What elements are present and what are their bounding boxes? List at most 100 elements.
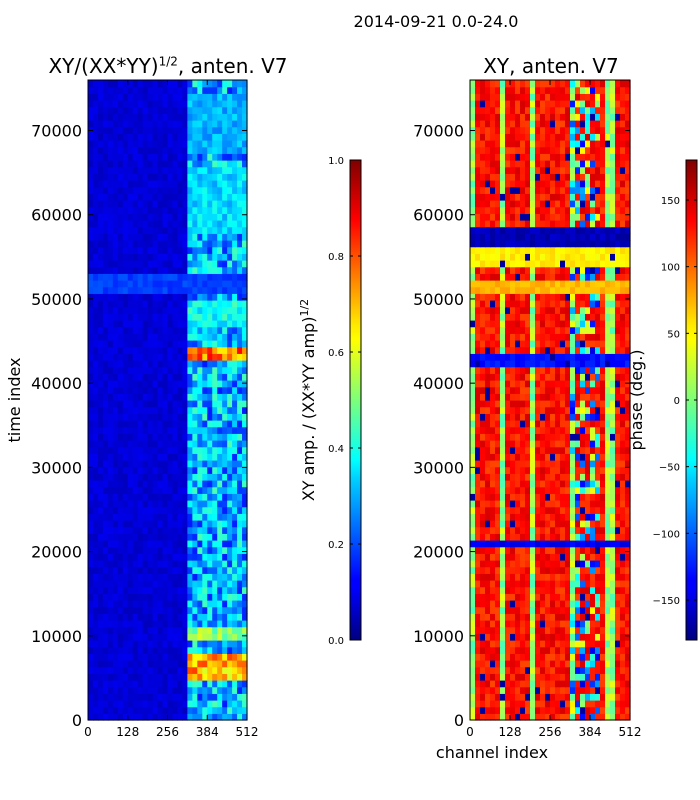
heatmap-cell xyxy=(137,673,144,681)
heatmap-cell xyxy=(202,353,208,361)
heatmap-cell xyxy=(625,666,631,674)
heatmap-cell xyxy=(162,506,169,514)
heatmap-cell xyxy=(625,553,631,561)
heatmap-cell xyxy=(202,540,208,548)
heatmap-cell xyxy=(157,493,164,501)
heatmap-cell xyxy=(585,586,591,594)
heatmap-cell xyxy=(530,553,536,561)
heatmap-cell xyxy=(227,246,233,254)
heatmap-cell xyxy=(92,386,99,394)
heatmap-cell xyxy=(207,513,213,521)
heatmap-cell xyxy=(182,326,188,334)
heatmap-cell xyxy=(212,80,218,88)
heatmap-cell xyxy=(595,440,601,448)
heatmap-cell xyxy=(560,560,566,568)
heatmap-cell xyxy=(545,613,551,621)
heatmap-cell xyxy=(585,673,591,681)
heatmap-cell xyxy=(88,620,94,628)
heatmap-cell xyxy=(545,360,551,368)
heatmap-cell xyxy=(475,366,481,374)
heatmap-cell xyxy=(520,646,526,654)
heatmap-cell xyxy=(222,260,228,268)
heatmap-cell xyxy=(137,580,144,588)
heatmap-cell xyxy=(585,646,591,654)
heatmap-cell xyxy=(242,166,248,174)
heatmap-cell xyxy=(177,620,184,628)
heatmap-cell xyxy=(202,260,208,268)
heatmap-cell xyxy=(127,460,134,468)
heatmap-cell xyxy=(222,106,228,114)
heatmap-cell xyxy=(132,686,139,694)
heatmap-cell xyxy=(162,553,169,561)
heatmap-cell xyxy=(88,680,94,688)
heatmap-cell xyxy=(132,460,139,468)
heatmap-cell xyxy=(167,406,174,414)
heatmap-cell xyxy=(575,713,581,721)
heatmap-cell xyxy=(500,533,506,541)
heatmap-cell xyxy=(575,466,581,474)
heatmap-cell xyxy=(107,133,114,141)
heatmap-cell xyxy=(217,280,223,288)
heatmap-cell xyxy=(560,533,566,541)
heatmap-cell xyxy=(475,513,481,521)
heatmap-cell xyxy=(590,360,596,368)
heatmap-cell xyxy=(242,333,248,341)
heatmap-cell xyxy=(117,260,124,268)
heatmap-cell xyxy=(157,486,164,494)
heatmap-cell xyxy=(152,566,159,574)
heatmap-cell xyxy=(490,346,496,354)
heatmap-cell xyxy=(500,660,506,668)
heatmap-cell xyxy=(540,520,546,528)
heatmap-cell xyxy=(112,313,119,321)
heatmap-cell xyxy=(232,180,238,188)
heatmap-cell xyxy=(610,446,616,454)
heatmap-cell xyxy=(605,586,611,594)
heatmap-cell xyxy=(217,580,223,588)
heatmap-cell xyxy=(207,113,213,121)
heatmap-cell xyxy=(157,206,164,214)
heatmap-cell xyxy=(585,366,591,374)
heatmap-cell xyxy=(580,360,586,368)
heatmap-cell xyxy=(227,653,233,661)
heatmap-cell xyxy=(88,393,94,401)
heatmap-cell xyxy=(585,453,591,461)
heatmap-cell xyxy=(505,420,511,428)
heatmap-cell xyxy=(107,573,114,581)
heatmap-cell xyxy=(560,686,566,694)
heatmap-cell xyxy=(177,633,184,641)
heatmap-cell xyxy=(580,380,586,388)
heatmap-cell xyxy=(480,393,486,401)
heatmap-cell xyxy=(192,320,198,328)
heatmap-cell xyxy=(590,606,596,614)
heatmap-cell xyxy=(202,153,208,161)
heatmap-cell xyxy=(625,373,631,381)
heatmap-cell xyxy=(192,240,198,248)
heatmap-cell xyxy=(480,420,486,428)
heatmap-cell xyxy=(560,506,566,514)
heatmap-cell xyxy=(615,346,621,354)
heatmap-cell xyxy=(585,713,591,721)
heatmap-cell xyxy=(605,433,611,441)
heatmap-cell xyxy=(505,646,511,654)
heatmap-cell xyxy=(162,366,169,374)
heatmap-cell xyxy=(147,100,154,108)
heatmap-cell xyxy=(182,80,188,88)
heatmap-cell xyxy=(625,533,631,541)
heatmap-cell xyxy=(470,620,476,628)
heatmap-cell xyxy=(520,460,526,468)
heatmap-cell xyxy=(182,320,188,328)
heatmap-cell xyxy=(107,146,114,154)
heatmap-cell xyxy=(172,700,179,708)
heatmap-cell xyxy=(475,460,481,468)
heatmap-cell xyxy=(147,313,154,321)
heatmap-cell xyxy=(475,433,481,441)
heatmap-cell xyxy=(600,620,606,628)
heatmap-cell xyxy=(187,420,193,428)
heatmap-cell xyxy=(192,366,198,374)
heatmap-cell xyxy=(92,640,99,648)
heatmap-cell xyxy=(132,526,139,534)
heatmap-cell xyxy=(242,646,248,654)
heatmap-cell xyxy=(505,513,511,521)
heatmap-cell xyxy=(182,280,188,288)
heatmap-cell xyxy=(192,120,198,128)
